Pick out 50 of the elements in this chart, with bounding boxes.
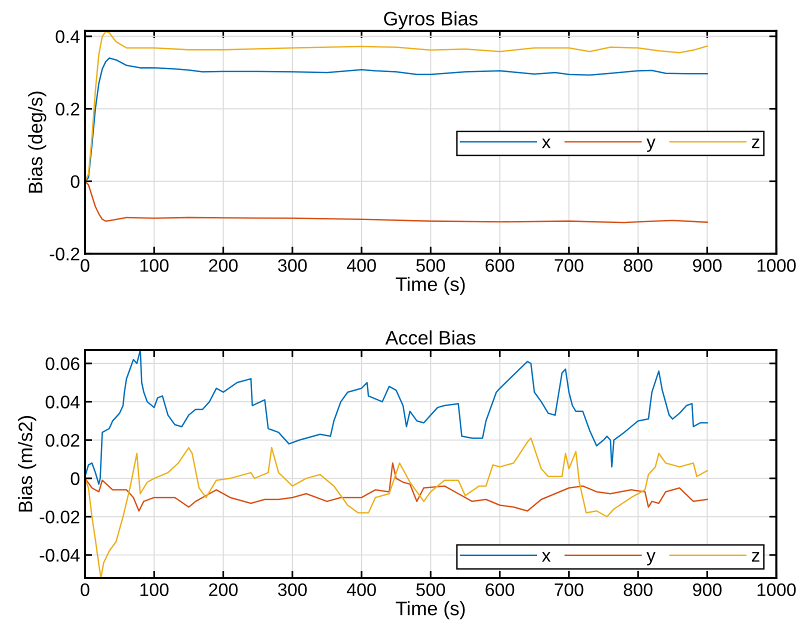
x-tick-label: 300 bbox=[278, 259, 307, 272]
x-axis-title: Time (s) bbox=[396, 601, 465, 620]
x-tick-label: 0 bbox=[80, 259, 90, 272]
x-tick-label: 500 bbox=[416, 583, 446, 596]
y-tick-label: 0.2 bbox=[56, 102, 80, 116]
x-tick-label: 600 bbox=[486, 583, 514, 596]
x-tick-label: 800 bbox=[624, 583, 652, 596]
x-tick-label: 700 bbox=[554, 259, 584, 272]
y-axis-title: Bias (m/s2) bbox=[18, 416, 36, 512]
x-tick-label: 100 bbox=[140, 583, 168, 596]
y-tick-label: 0.06 bbox=[46, 357, 80, 370]
x-tick-label: 200 bbox=[209, 583, 238, 596]
x-tick-label: 900 bbox=[692, 583, 722, 596]
x-tick-label: 1000 bbox=[758, 259, 796, 272]
legend-label: y bbox=[646, 552, 656, 566]
line-series bbox=[85, 57, 708, 182]
x-tick-label: 600 bbox=[486, 259, 514, 272]
x-tick-label: 900 bbox=[692, 259, 722, 272]
legend-label: y bbox=[646, 138, 656, 152]
legend-label: x bbox=[542, 552, 551, 562]
line-series bbox=[85, 30, 708, 182]
line-series bbox=[85, 437, 708, 578]
x-tick-label: 400 bbox=[346, 259, 376, 272]
x-tick-label: 100 bbox=[140, 259, 168, 272]
x-tick-label: 700 bbox=[554, 583, 584, 596]
y-tick-label: -0.02 bbox=[40, 510, 80, 524]
line-series bbox=[85, 180, 708, 224]
line-series bbox=[85, 350, 708, 485]
y-tick-label: -0.04 bbox=[40, 548, 80, 562]
y-tick-label: 0.02 bbox=[46, 434, 80, 447]
x-axis-title: Time (s) bbox=[396, 276, 465, 295]
x-tick-label: 500 bbox=[416, 259, 446, 272]
x-tick-label: 0 bbox=[80, 583, 90, 596]
y-tick-label: -0.2 bbox=[50, 248, 80, 260]
x-tick-label: 200 bbox=[209, 259, 238, 272]
x-tick-label: 400 bbox=[346, 583, 376, 596]
y-tick-label: 0.04 bbox=[46, 396, 80, 408]
y-tick-label: 0.4 bbox=[56, 30, 80, 44]
chart-title: Accel Bias bbox=[385, 330, 476, 345]
y-axis-title: Bias (deg/s) bbox=[28, 92, 46, 193]
legend-label: x bbox=[542, 138, 551, 148]
chart-title: Gyros Bias bbox=[384, 11, 478, 30]
line-series bbox=[85, 462, 708, 512]
legend-label: z bbox=[752, 552, 760, 562]
x-tick-label: 800 bbox=[624, 259, 652, 272]
x-tick-label: 300 bbox=[278, 583, 307, 596]
y-tick-label: 0 bbox=[70, 472, 80, 486]
legend-label: z bbox=[752, 138, 760, 148]
y-tick-label: 0 bbox=[70, 175, 80, 188]
x-tick-label: 1000 bbox=[758, 583, 796, 596]
